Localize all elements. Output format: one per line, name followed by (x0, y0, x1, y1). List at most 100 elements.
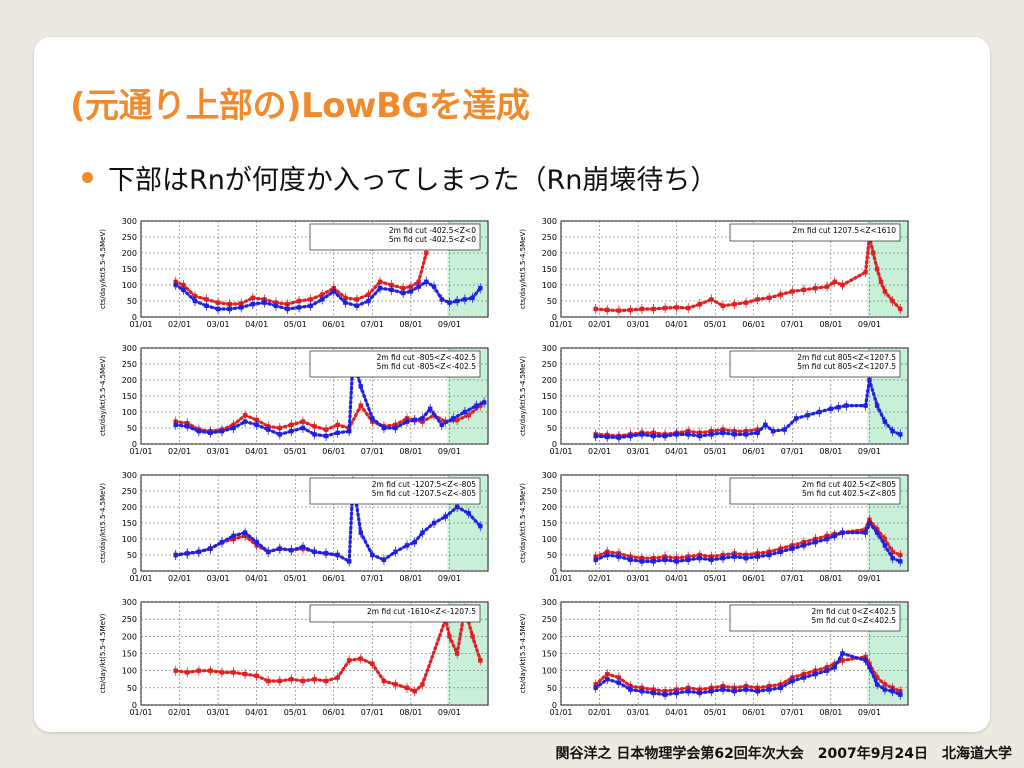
legend-box (729, 223, 901, 242)
data-point (898, 559, 903, 564)
data-trail (871, 251, 879, 271)
y-tick-label: 100 (542, 535, 557, 544)
y-axis-label: cts/day/kt(5.5-4.5MeV) (519, 483, 527, 563)
bullet-text: 下部はRnが何度か入ってしまった（Rn崩壊待ち） (108, 165, 718, 196)
x-tick-label: 01/01 (129, 320, 152, 329)
x-tick-label: 01/01 (129, 708, 152, 717)
y-tick-label: 300 (542, 598, 557, 607)
y-axis-label: cts/day/kt(5.5-4.5MeV) (519, 356, 527, 436)
data-trail (863, 235, 872, 274)
data-trail (447, 634, 459, 656)
x-tick-label: 05/01 (704, 447, 727, 456)
legend-box (309, 604, 481, 623)
y-tick-label: 250 (542, 615, 557, 624)
x-tick-label: 04/01 (245, 320, 268, 329)
x-tick-label: 09/01 (858, 447, 881, 456)
x-tick-label: 07/01 (781, 574, 804, 583)
x-tick-label: 06/01 (742, 447, 765, 456)
y-axis-label: cts/day/kt(5.5-4.5MeV) (99, 356, 107, 436)
data-point (478, 524, 483, 529)
y-tick-label: 150 (122, 519, 137, 528)
x-tick-label: 02/01 (588, 574, 611, 583)
y-tick-label: 50 (547, 297, 557, 306)
legend-entry: 2m fid cut -805<Z<-402.5 (377, 353, 477, 362)
legend-box (729, 350, 901, 378)
data-trail (875, 403, 887, 424)
y-axis-label: cts/day/kt(5.5-4.5MeV) (519, 613, 527, 693)
x-tick-label: 05/01 (704, 320, 727, 329)
y-tick-label: 200 (542, 503, 557, 512)
x-tick-label: 03/01 (627, 447, 650, 456)
legend-box (309, 477, 481, 505)
data-point (478, 658, 483, 663)
legend-entry: 5m fid cut 0<Z<402.5 (812, 616, 897, 625)
y-tick-label: 200 (122, 249, 137, 258)
y-tick-label: 100 (542, 408, 557, 417)
x-tick-label: 05/01 (284, 320, 307, 329)
data-trail (833, 651, 845, 669)
data-trail (428, 407, 444, 427)
y-tick-label: 50 (127, 551, 137, 560)
legend-box (729, 604, 901, 632)
y-tick-label: 300 (542, 217, 557, 226)
y-tick-label: 100 (122, 281, 137, 290)
y-tick-label: 250 (542, 233, 557, 242)
y-tick-label: 50 (127, 424, 137, 433)
bullet-marker (82, 172, 93, 183)
x-tick-label: 06/01 (322, 708, 345, 717)
x-tick-label: 08/01 (399, 447, 422, 456)
x-tick-label: 02/01 (588, 447, 611, 456)
x-tick-label: 04/01 (665, 320, 688, 329)
y-axis-label: cts/day/kt(5.5-4.5MeV) (99, 229, 107, 309)
x-tick-label: 06/01 (322, 574, 345, 583)
y-tick-label: 100 (122, 667, 137, 676)
legend-entry: 2m fid cut -1207.5<Z<-805 (372, 480, 476, 489)
x-tick-label: 01/01 (129, 447, 152, 456)
y-tick-label: 50 (127, 684, 137, 693)
legend-entry: 2m fid cut -1610<Z<-1207.5 (367, 607, 476, 616)
legend-box (309, 350, 481, 378)
chart-panel-z-402-805: 0 50 100 150 200 250 300 01/01 02/01 03/01 04/01 05… (519, 471, 909, 583)
x-tick-label: 04/01 (665, 447, 688, 456)
data-trail (359, 530, 374, 557)
y-tick-label: 0 (132, 313, 137, 322)
x-tick-label: 07/01 (361, 447, 384, 456)
x-tick-label: 08/01 (399, 320, 422, 329)
data-point (898, 432, 903, 437)
data-trail (840, 651, 868, 662)
data-trail (863, 378, 872, 408)
x-tick-label: 07/01 (361, 320, 384, 329)
data-trail (347, 403, 363, 430)
y-tick-label: 50 (547, 424, 557, 433)
y-tick-label: 0 (552, 313, 557, 322)
x-tick-label: 08/01 (819, 574, 842, 583)
legend-entry: 5m fid cut -1207.5<Z<-805 (372, 489, 476, 498)
y-tick-label: 250 (122, 360, 137, 369)
x-tick-label: 03/01 (627, 320, 650, 329)
y-tick-label: 150 (542, 392, 557, 401)
x-tick-label: 05/01 (704, 574, 727, 583)
legend-entry: 5m fid cut -402.5<Z<0 (389, 235, 476, 244)
x-tick-label: 01/01 (129, 574, 152, 583)
data-trail (336, 658, 351, 680)
x-tick-label: 06/01 (322, 447, 345, 456)
data-trail (867, 665, 879, 687)
x-tick-label: 03/01 (207, 708, 230, 717)
x-tick-label: 04/01 (245, 574, 268, 583)
x-tick-label: 08/01 (399, 708, 422, 717)
legend-entry: 5m fid cut -805<Z<-402.5 (377, 362, 477, 371)
x-tick-label: 02/01 (168, 708, 191, 717)
x-tick-label: 05/01 (284, 447, 307, 456)
x-tick-label: 03/01 (207, 574, 230, 583)
y-tick-label: 250 (542, 360, 557, 369)
chart-panel-z-m1207-m805: 0 50 100 150 200 250 300 01/01 02/01 03/01 04/01 05… (99, 471, 489, 583)
x-tick-label: 06/01 (322, 320, 345, 329)
x-tick-label: 09/01 (858, 708, 881, 717)
y-tick-label: 0 (552, 440, 557, 449)
y-tick-label: 250 (542, 487, 557, 496)
x-tick-label: 05/01 (704, 708, 727, 717)
y-tick-label: 300 (122, 344, 137, 353)
x-tick-label: 09/01 (438, 447, 461, 456)
y-tick-label: 300 (542, 344, 557, 353)
x-tick-label: 07/01 (781, 708, 804, 717)
